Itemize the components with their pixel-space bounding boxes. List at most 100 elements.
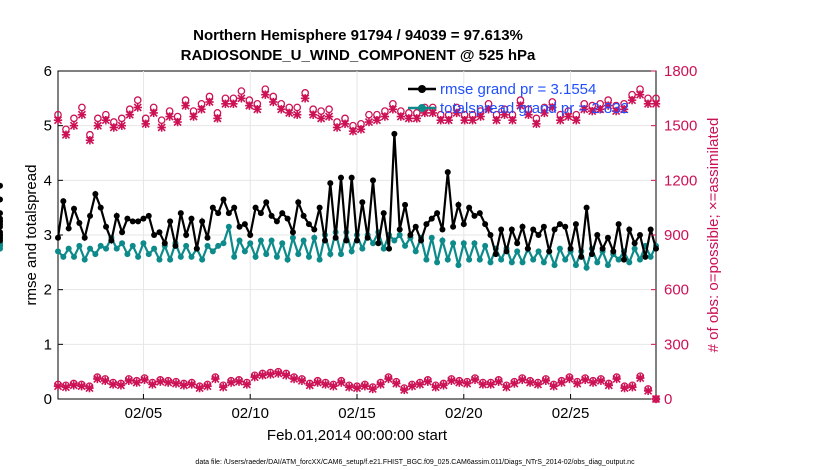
- obs-point-assimilated: [540, 108, 549, 118]
- obs-point-assimilated: [77, 110, 87, 119]
- obs-point-assimilated: [627, 95, 637, 105]
- obs-point-assimilated-low: [148, 380, 157, 389]
- data-point-spread: [337, 251, 344, 258]
- obs-point-assimilated-low: [156, 377, 165, 386]
- data-point-spread: [439, 237, 446, 244]
- data-point-rmse: [610, 248, 617, 255]
- data-point-spread: [199, 256, 206, 263]
- data-point-spread: [327, 251, 334, 258]
- obs-point-assimilated-low: [69, 381, 78, 390]
- data-point-rmse: [530, 226, 537, 233]
- data-point-rmse: [60, 198, 67, 205]
- data-point-rmse: [273, 218, 280, 225]
- data-point-rmse: [572, 221, 579, 228]
- obs-point-assimilated: [93, 121, 103, 130]
- obs-point-assimilated-low: [53, 382, 63, 391]
- data-point-spread: [615, 256, 622, 263]
- y-tick-label-left: 5: [44, 118, 52, 135]
- data-point-spread: [257, 237, 264, 244]
- data-point-rmse: [460, 221, 467, 228]
- obs-point-assimilated-low: [360, 382, 370, 391]
- data-point-rmse: [428, 215, 435, 222]
- data-point-spread: [583, 264, 590, 271]
- obs-point-assimilated-low: [77, 382, 86, 391]
- obs-point-assimilated: [316, 114, 326, 123]
- data-point-spread: [124, 251, 131, 258]
- data-point-rmse: [92, 191, 99, 197]
- data-point-rmse: [423, 221, 430, 228]
- obs-point-assimilated: [269, 97, 278, 107]
- obs-point-assimilated-low: [470, 375, 480, 385]
- x-tick-label: 02/20: [445, 405, 483, 422]
- data-point-spread: [402, 242, 409, 249]
- obs-point-assimilated: [611, 106, 621, 116]
- data-point-rmse: [631, 240, 638, 247]
- obs-point-assimilated: [125, 110, 134, 119]
- obs-point-assimilated: [388, 105, 398, 114]
- legend-label-rmse: rmse grand pr = 3.1554: [440, 81, 596, 98]
- footer-data-file: data file: /Users/raeder/DAI/ATM_forcXX/…: [195, 459, 635, 466]
- obs-point-assimilated: [508, 116, 517, 125]
- obs-point-assimilated: [396, 112, 406, 121]
- data-point-rmse: [193, 245, 200, 252]
- chart-title: Northern Hemisphere 91794 / 94039 = 97.6…: [193, 27, 523, 44]
- obs-point-assimilated-low: [329, 382, 338, 391]
- data-point-spread: [183, 242, 190, 249]
- data-point-rmse: [450, 223, 457, 230]
- data-point-rmse: [562, 223, 569, 230]
- data-point-spread: [450, 240, 457, 247]
- obs-point-assimilated-low: [187, 380, 196, 389]
- data-point-spread: [119, 240, 126, 247]
- data-point-rmse: [354, 237, 360, 244]
- data-point-spread: [263, 251, 270, 258]
- obs-point-assimilated-low: [573, 379, 582, 388]
- obs-point-assimilated-low: [643, 386, 653, 395]
- obs-point-assimilated-low: [250, 372, 259, 382]
- y-tick-label-right: 600: [664, 282, 689, 299]
- obs-point-assimilated-low: [588, 378, 598, 387]
- data-point-rmse: [348, 174, 355, 181]
- obs-point-assimilated-low: [101, 376, 110, 385]
- data-point-rmse: [225, 210, 232, 217]
- obs-point-assimilated: [205, 97, 214, 107]
- data-point-rmse: [620, 256, 627, 263]
- data-point-rmse: [204, 234, 211, 241]
- obs-point-assimilated-low: [93, 374, 102, 384]
- obs-point-assimilated: [348, 126, 358, 136]
- obs-point-assimilated: [588, 106, 597, 116]
- obs-point-assimilated-low: [124, 376, 134, 385]
- obs-point-assimilated: [300, 94, 310, 103]
- obs-point-assimilated: [173, 117, 182, 127]
- data-point-rmse: [380, 210, 387, 217]
- obs-point-assimilated-low: [392, 379, 401, 388]
- obs-point-assimilated: [221, 99, 230, 108]
- data-point-rmse: [519, 223, 526, 230]
- y-tick-label-left: 1: [44, 336, 52, 353]
- obs-point-assimilated-low: [478, 380, 488, 389]
- chart-subtitle: RADIOSONDE_U_WIND_COMPONENT @ 525 hPa: [181, 47, 536, 64]
- obs-point-assimilated: [476, 112, 485, 121]
- data-point-rmse: [455, 201, 462, 208]
- data-point-rmse: [402, 201, 409, 208]
- obs-point-assimilated: [468, 116, 477, 125]
- data-point-rmse: [556, 221, 563, 228]
- data-point-rmse: [135, 218, 142, 225]
- y-tick-label-left: 2: [44, 282, 52, 299]
- data-point-rmse: [236, 223, 243, 230]
- data-point-rmse: [65, 225, 72, 232]
- x-tick-label: 02/05: [125, 405, 163, 422]
- obs-point-assimilated-low: [211, 374, 220, 384]
- obs-point-assimilated: [85, 136, 95, 145]
- y-tick-label-right: 1800: [664, 63, 697, 80]
- obs-point-assimilated: [69, 121, 79, 130]
- data-point-spread: [311, 234, 318, 241]
- data-point-rmse: [113, 212, 120, 219]
- obs-point-assimilated-low: [486, 380, 495, 389]
- obs-point-assimilated-low: [636, 373, 645, 383]
- obs-point-assimilated-low: [368, 384, 377, 394]
- obs-point-assimilated: [595, 105, 605, 114]
- data-point-rmse: [241, 221, 248, 228]
- data-point-rmse: [391, 130, 398, 137]
- data-point-rmse: [220, 196, 227, 203]
- data-point-rmse: [305, 221, 312, 228]
